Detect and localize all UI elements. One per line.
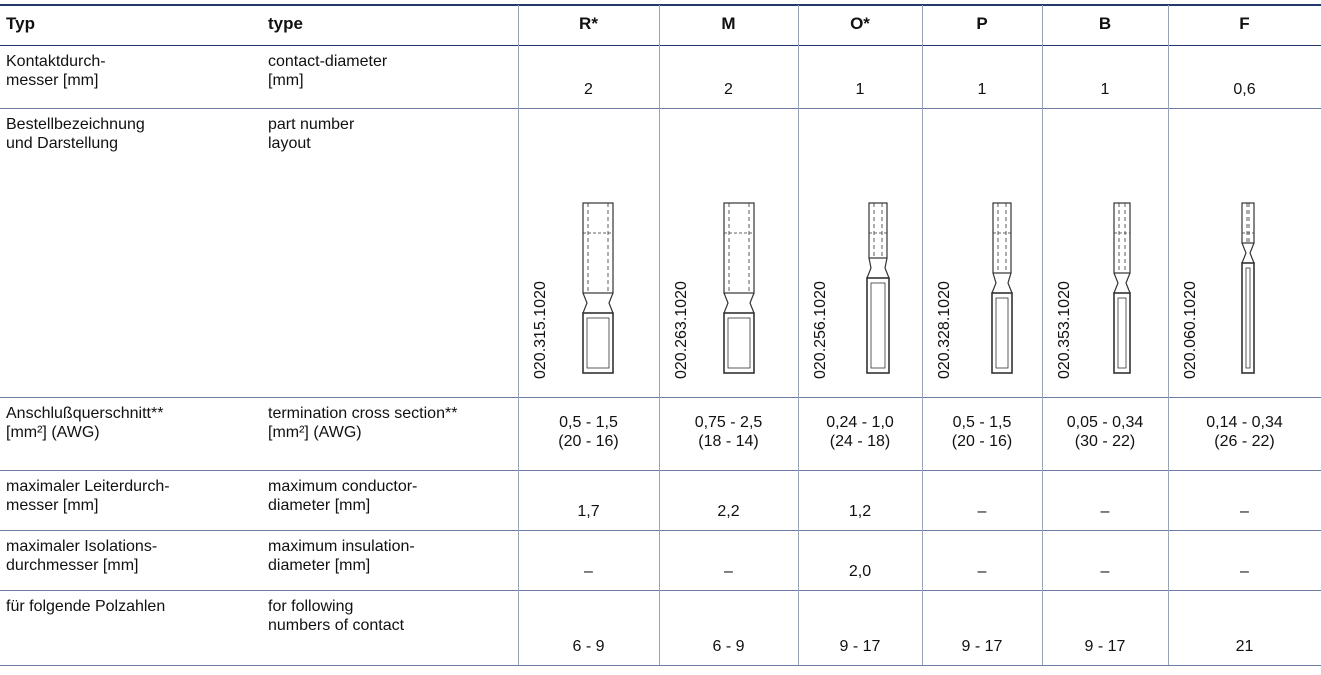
value: 0,75 - 2,5 (18 - 14) <box>694 414 763 450</box>
value: 6 - 9 <box>712 638 745 655</box>
row-rule <box>0 665 1321 666</box>
contact-drawing <box>723 202 755 374</box>
row-rule <box>0 530 1321 531</box>
row-rule <box>0 108 1321 109</box>
row-rule <box>0 590 1321 591</box>
col-rule <box>798 5 799 665</box>
value: – <box>1240 563 1249 580</box>
value: 1 <box>855 81 865 98</box>
part-number: 020.256.1020 <box>812 281 829 379</box>
header-cell: R* <box>579 14 598 33</box>
value: – <box>1100 563 1110 580</box>
value: 1 <box>1100 81 1110 98</box>
value: 0,5 - 1,5 (20 - 16) <box>951 414 1013 450</box>
header-cell: F <box>1239 14 1250 33</box>
value: 9 - 17 <box>1084 638 1126 655</box>
part-number: 020.353.1020 <box>1056 281 1073 379</box>
part-number: 020.315.1020 <box>532 281 549 379</box>
header-cell: B <box>1098 14 1112 33</box>
label-en: part number layout <box>268 116 355 152</box>
value: 9 - 17 <box>961 638 1003 655</box>
row-rule <box>0 470 1321 471</box>
part-number: 020.328.1020 <box>936 281 953 379</box>
row-rule <box>0 45 1321 46</box>
col-rule <box>1168 5 1169 665</box>
header-cell: Typ <box>6 14 35 33</box>
part-number: 020.263.1020 <box>673 281 690 379</box>
label-de: maximaler Isolations- durchmesser [mm] <box>6 538 158 574</box>
col-rule <box>518 5 519 665</box>
value: – <box>724 563 733 580</box>
col-rule <box>1042 5 1043 665</box>
label-en: for following numbers of contact <box>268 598 405 634</box>
contact-drawing <box>1113 202 1131 374</box>
label-de: Anschlußquerschnitt** [mm²] (AWG) <box>6 405 164 441</box>
value: 2 <box>724 81 733 98</box>
value: 1,2 <box>848 503 872 520</box>
contact-drawing <box>991 202 1013 374</box>
value: 9 - 17 <box>839 638 881 655</box>
header-cell: O* <box>850 14 870 33</box>
contact-drawing <box>866 202 890 374</box>
label-en: termination cross section** [mm²] (AWG) <box>268 405 458 441</box>
value: 21 <box>1235 638 1254 655</box>
label-en: maximum conductor- diameter [mm] <box>268 478 418 514</box>
label-en: maximum insulation- diameter [mm] <box>268 538 415 574</box>
value: – <box>1240 503 1249 520</box>
label-de: Kontaktdurch- messer [mm] <box>6 53 106 89</box>
value: – <box>584 563 593 580</box>
top-rule <box>0 4 1321 6</box>
header-cell: M <box>721 14 736 33</box>
col-rule <box>922 5 923 665</box>
contact-drawing <box>1241 202 1255 374</box>
value: 0,05 - 0,34 (30 - 22) <box>1066 414 1144 450</box>
value: 0,24 - 1,0 (24 - 18) <box>826 414 894 450</box>
value: 2,2 <box>717 503 740 520</box>
value: – <box>1100 503 1110 520</box>
row-rule <box>0 397 1321 398</box>
value: 0,5 - 1,5 (20 - 16) <box>558 414 619 450</box>
label-en: contact-diameter [mm] <box>268 53 388 89</box>
value: 0,6 <box>1233 81 1256 98</box>
value: 1 <box>977 81 987 98</box>
value: 2,0 <box>848 563 872 580</box>
label-de: für folgende Polzahlen <box>6 598 166 615</box>
label-de: Bestellbezeichnung und Darstellung <box>6 116 145 152</box>
label-de: maximaler Leiterdurch- messer [mm] <box>6 478 170 514</box>
part-number: 020.060.1020 <box>1182 281 1199 379</box>
value: 0,14 - 0,34 (26 - 22) <box>1206 414 1283 450</box>
value: – <box>977 563 987 580</box>
header-cell: type <box>268 14 303 33</box>
col-rule <box>659 5 660 665</box>
contact-drawing <box>582 202 614 374</box>
value: 2 <box>584 81 593 98</box>
value: – <box>977 503 987 520</box>
value: 1,7 <box>577 503 600 520</box>
value: 6 - 9 <box>572 638 605 655</box>
header-cell: P <box>976 14 988 33</box>
